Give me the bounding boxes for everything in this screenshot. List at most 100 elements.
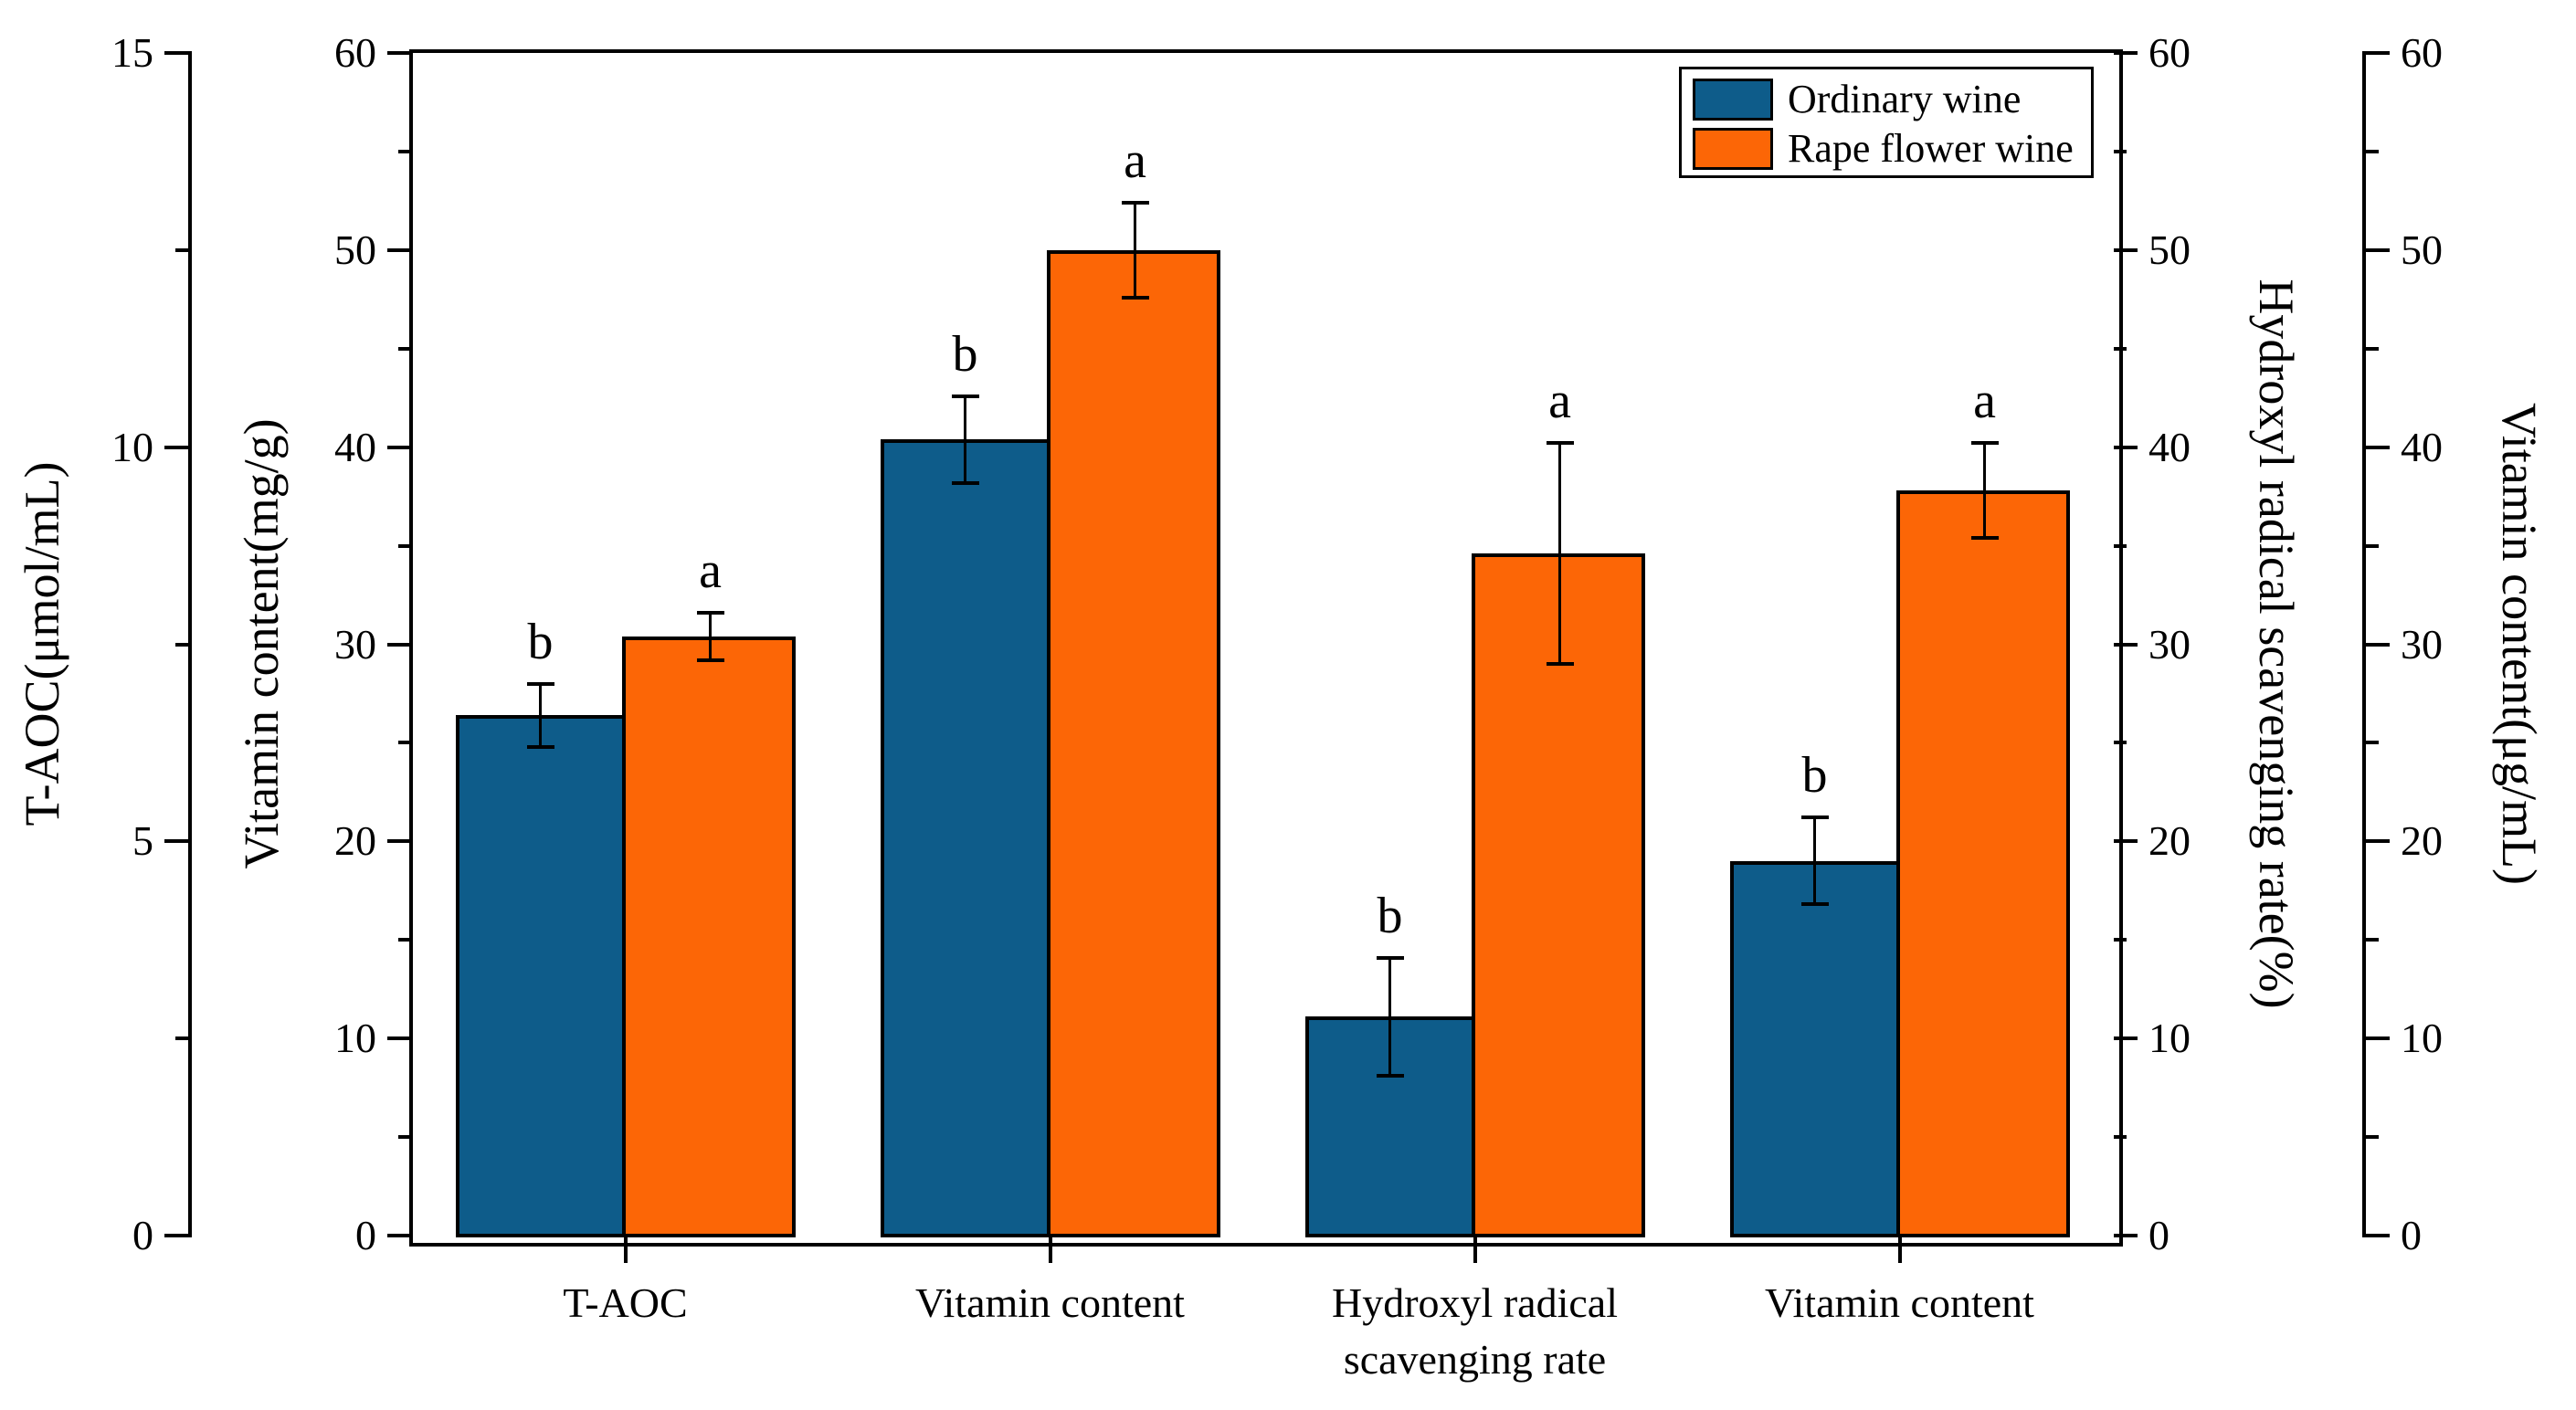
- bar-rape-flower-wine: [1046, 249, 1220, 1237]
- axis-hydroxyl-major-tick: [2114, 1234, 2138, 1237]
- error-bar-cap-bottom: [696, 658, 724, 662]
- x-category-label: scavenging rate: [1343, 1336, 1607, 1383]
- axis-vitamin_ug-tick-label: 10: [2401, 1015, 2443, 1062]
- bar-ordinary-wine: [1729, 860, 1904, 1237]
- axis-vitamin_mg-major-tick: [387, 1036, 411, 1041]
- axis-vitamin_mg-major-tick: [387, 839, 411, 844]
- x-axis-tick: [1897, 1237, 1902, 1263]
- axis-hydroxyl-tick-label: 10: [2148, 1015, 2191, 1062]
- significance-letter: b: [1377, 887, 1403, 944]
- axis-taoc-major-tick: [164, 1234, 188, 1237]
- error-bar-cap-top: [1546, 441, 1574, 446]
- axis-vitamin_mg-tick-label: 60: [334, 29, 376, 76]
- legend: Ordinary wine Rape flower wine: [1679, 67, 2094, 178]
- x-category-label: Vitamin content: [915, 1279, 1185, 1326]
- axis-taoc-tick-label: 10: [111, 423, 153, 470]
- error-bar-cap-bottom: [1800, 902, 1829, 907]
- error-bar-cap-top: [696, 610, 724, 615]
- x-axis-tick: [1048, 1237, 1052, 1263]
- significance-letter: a: [1973, 373, 1996, 430]
- bar-ordinary-wine: [1304, 1016, 1479, 1237]
- bar-ordinary-wine: [880, 439, 1054, 1237]
- axis-hydroxyl-minor-tick: [2114, 741, 2127, 745]
- error-bar-cap-top: [1800, 815, 1829, 820]
- axis-vitamin_ug-tick-label: 0: [2401, 1212, 2422, 1258]
- x-category-label: T-AOC: [563, 1279, 688, 1326]
- axis-hydroxyl-tick-label: 20: [2148, 817, 2191, 865]
- axis-hydroxyl-minor-tick: [2114, 543, 2127, 548]
- plot-area: [409, 49, 2123, 1247]
- axis-taoc-tick-label: 15: [111, 29, 153, 76]
- axis-hydroxyl-major-tick: [2114, 51, 2138, 55]
- axis-hydroxyl-minor-tick: [2114, 1135, 2127, 1140]
- axis-vitamin_mg-major-tick: [387, 642, 411, 647]
- axis-vitamin_ug-major-tick: [2366, 1234, 2390, 1237]
- legend-label-rape-flower-wine: Rape flower wine: [1788, 126, 2074, 171]
- error-bar-whisker: [1983, 443, 1986, 538]
- error-bar-whisker: [1558, 443, 1561, 665]
- error-bar-cap-top: [1121, 201, 1149, 205]
- significance-letter: a: [1124, 132, 1146, 190]
- axis-vitamin_mg-tick-label: 40: [334, 423, 376, 470]
- axis-hydroxyl-tick-label: 60: [2148, 29, 2191, 76]
- x-axis-tick: [1473, 1237, 1477, 1263]
- axis-vitamin_ug-minor-tick: [2366, 1135, 2379, 1140]
- legend-swatch-ordinary-wine: [1693, 79, 1773, 121]
- axis-taoc-major-tick: [164, 445, 188, 449]
- axis-vitamin_mg-major-tick: [387, 445, 411, 449]
- axis-vitamin_ug-major-tick: [2366, 642, 2390, 647]
- error-bar-cap-bottom: [951, 480, 979, 485]
- axis-taoc-major-tick: [164, 51, 188, 55]
- axis-vitamin_ug-tick-label: 20: [2401, 817, 2443, 865]
- x-category-label: Vitamin content: [1765, 1279, 2034, 1326]
- legend-item-ordinary-wine: Ordinary wine: [1693, 77, 2021, 122]
- axis-vitamin_mg-minor-tick: [398, 1135, 411, 1140]
- error-bar-cap-top: [951, 394, 979, 398]
- axis-hydroxyl-tick-label: 0: [2148, 1212, 2170, 1258]
- axis-vitamin_ug-minor-tick: [2366, 149, 2379, 153]
- axis-vitamin_ug-tick-label: 30: [2401, 620, 2443, 668]
- axis-vitamin_mg-tick-label: 0: [355, 1212, 376, 1258]
- error-bar-cap-bottom: [1970, 535, 1999, 540]
- error-bar-whisker: [1813, 817, 1816, 905]
- x-axis-tick: [623, 1237, 628, 1263]
- error-bar-cap-bottom: [1546, 662, 1574, 667]
- x-category-label: Hydroxyl radical: [1332, 1279, 1618, 1326]
- axis-vitamin_mg-tick-label: 30: [334, 620, 376, 668]
- error-bar-cap-bottom: [1121, 295, 1149, 300]
- axis-hydroxyl-minor-tick: [2114, 346, 2127, 351]
- axis-vitamin_ug-tick-label: 50: [2401, 226, 2443, 273]
- error-bar-cap-bottom: [526, 744, 554, 749]
- error-bar-cap-bottom: [1376, 1074, 1404, 1079]
- axis-vitamin_ug-minor-tick: [2366, 346, 2379, 351]
- axis-taoc-tick-label: 0: [132, 1212, 153, 1258]
- axis-hydroxyl-tick-label: 30: [2148, 620, 2191, 668]
- axis-vitamin_mg-minor-tick: [398, 741, 411, 745]
- error-bar-cap-top: [1970, 441, 1999, 446]
- axis-hydroxyl-major-tick: [2114, 839, 2138, 844]
- axis-vitamin_mg-major-tick: [387, 1234, 411, 1237]
- error-bar-cap-top: [1376, 955, 1404, 960]
- significance-letter: b: [527, 613, 554, 670]
- bar-ordinary-wine: [455, 715, 629, 1237]
- axis-title-taoc: T-AOC(μmol/mL): [15, 461, 69, 826]
- axis-vitamin_ug-major-tick: [2366, 445, 2390, 449]
- axis-hydroxyl-major-tick: [2114, 1036, 2138, 1041]
- axis-hydroxyl-minor-tick: [2114, 149, 2127, 153]
- error-bar-whisker: [539, 683, 542, 747]
- axis-vitamin_ug-major-tick: [2366, 247, 2390, 252]
- significance-letter: a: [699, 542, 722, 599]
- axis-vitamin_mg-tick-label: 10: [334, 1015, 376, 1062]
- axis-taoc-minor-tick: [175, 642, 188, 647]
- error-bar-whisker: [1388, 957, 1391, 1077]
- axis-taoc-minor-tick: [175, 247, 188, 252]
- error-bar-cap-top: [526, 681, 554, 686]
- bar-rape-flower-wine: [1895, 490, 2070, 1237]
- error-bar-whisker: [964, 395, 966, 483]
- axis-vitamin_mg-minor-tick: [398, 346, 411, 351]
- axis-line-vitamin_ug: [2362, 51, 2366, 1237]
- axis-vitamin_ug-tick-label: 40: [2401, 423, 2443, 470]
- legend-swatch-rape-flower-wine: [1693, 128, 1773, 170]
- axis-taoc-minor-tick: [175, 1036, 188, 1041]
- axis-vitamin_mg-minor-tick: [398, 543, 411, 548]
